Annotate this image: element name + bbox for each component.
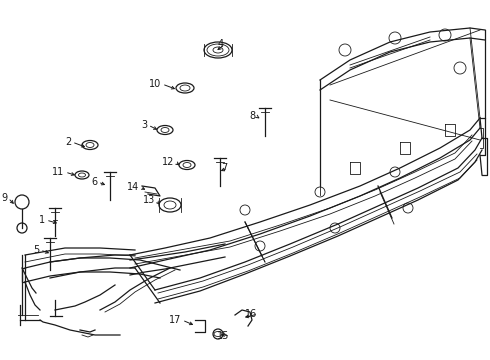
Text: 14: 14 <box>127 182 139 192</box>
Text: 4: 4 <box>218 39 224 49</box>
Text: 7: 7 <box>221 163 227 173</box>
Text: 15: 15 <box>217 331 229 341</box>
Text: 1: 1 <box>39 215 45 225</box>
Text: 10: 10 <box>149 79 161 89</box>
Text: 2: 2 <box>65 137 71 147</box>
Text: 5: 5 <box>33 245 39 255</box>
Text: 12: 12 <box>162 157 174 167</box>
Text: 13: 13 <box>143 195 155 205</box>
Text: 9: 9 <box>1 193 7 203</box>
Text: 11: 11 <box>52 167 64 177</box>
Text: 3: 3 <box>141 120 147 130</box>
Text: 8: 8 <box>249 111 255 121</box>
Text: 17: 17 <box>169 315 181 325</box>
Text: 6: 6 <box>91 177 97 187</box>
Text: 16: 16 <box>245 309 257 319</box>
